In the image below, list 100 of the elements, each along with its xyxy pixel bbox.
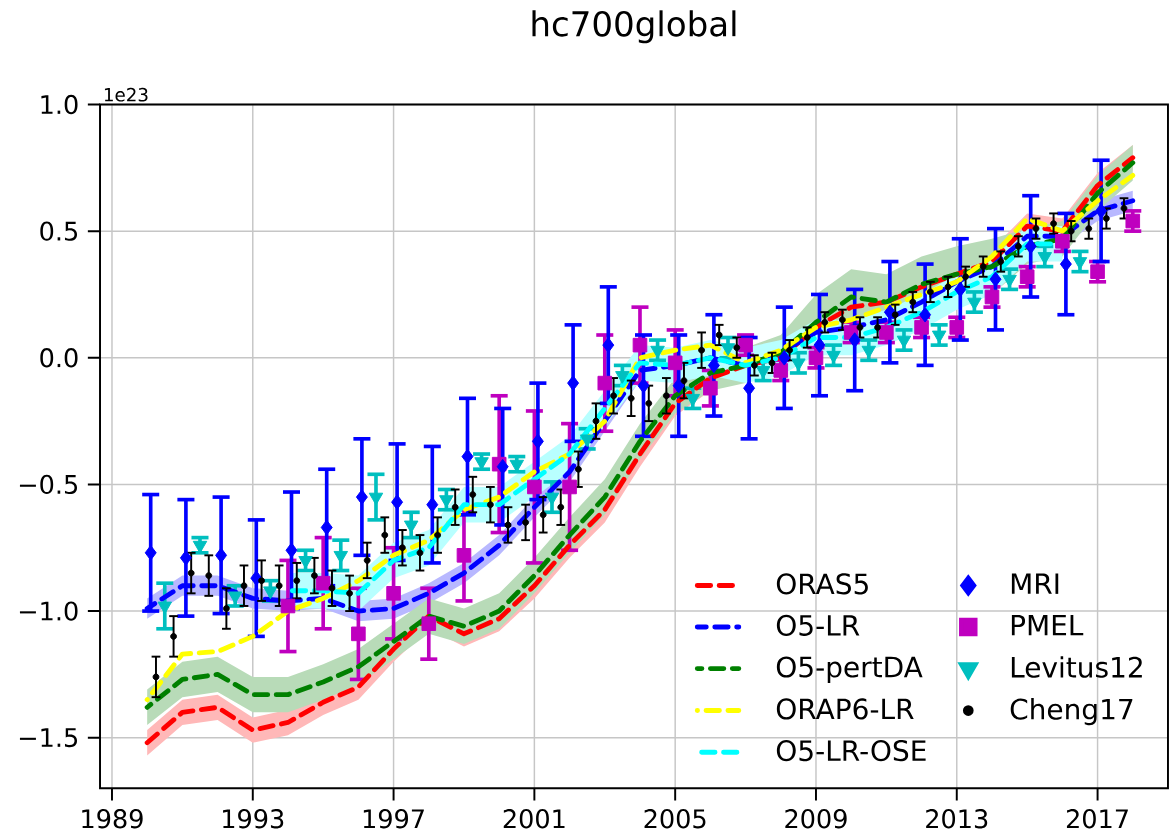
point bbox=[768, 359, 776, 367]
point bbox=[170, 632, 177, 640]
point bbox=[856, 323, 864, 331]
point bbox=[848, 332, 861, 348]
point bbox=[715, 331, 723, 339]
point bbox=[416, 549, 424, 557]
legend-label: Cheng17 bbox=[1010, 697, 1133, 726]
point bbox=[280, 598, 296, 614]
y-tick-label: −1.0 bbox=[19, 601, 78, 621]
point bbox=[346, 589, 353, 597]
point bbox=[997, 258, 1005, 265]
point bbox=[808, 350, 824, 365]
point bbox=[320, 519, 333, 536]
point bbox=[557, 503, 565, 511]
point bbox=[627, 394, 635, 402]
point bbox=[944, 283, 952, 291]
point bbox=[421, 616, 437, 631]
point bbox=[179, 549, 192, 566]
point bbox=[1019, 269, 1035, 284]
point bbox=[610, 392, 617, 400]
point bbox=[310, 572, 318, 579]
point bbox=[672, 377, 685, 394]
point bbox=[984, 289, 1000, 305]
point bbox=[368, 492, 384, 506]
point bbox=[602, 337, 615, 353]
point bbox=[1032, 225, 1040, 232]
point bbox=[667, 355, 683, 371]
point bbox=[874, 323, 881, 331]
point bbox=[451, 503, 459, 511]
point bbox=[1067, 227, 1075, 235]
point bbox=[386, 585, 401, 601]
point bbox=[813, 337, 826, 353]
point bbox=[333, 550, 349, 564]
point bbox=[1014, 242, 1022, 250]
point bbox=[914, 319, 929, 335]
point bbox=[1059, 256, 1072, 272]
text: 1e23 bbox=[104, 87, 148, 102]
x-tick-label: 2009 bbox=[785, 808, 847, 829]
x-tick-label: 2013 bbox=[926, 808, 988, 829]
point bbox=[258, 577, 265, 584]
point bbox=[205, 572, 213, 579]
point bbox=[522, 518, 529, 526]
point bbox=[989, 271, 1002, 287]
legend-label: Levitus12 bbox=[1011, 656, 1142, 678]
x-tick-label: 2017 bbox=[1066, 808, 1128, 829]
legend-label: O5-LR bbox=[776, 614, 860, 636]
y-tick-label: 0.0 bbox=[40, 348, 78, 368]
point bbox=[1102, 214, 1110, 222]
point bbox=[539, 511, 547, 519]
point bbox=[434, 531, 441, 539]
x-tick-label: 1993 bbox=[223, 808, 284, 829]
point bbox=[315, 575, 331, 591]
point bbox=[285, 542, 298, 558]
point bbox=[381, 531, 389, 539]
point bbox=[351, 626, 366, 642]
point bbox=[743, 380, 756, 396]
y-tick-label: 0.5 bbox=[40, 221, 77, 241]
y-tick-label: 1.0 bbox=[41, 94, 78, 115]
point bbox=[391, 494, 404, 510]
legend-label: MRI bbox=[1011, 573, 1059, 594]
point bbox=[926, 288, 934, 296]
point bbox=[703, 380, 718, 396]
legend-label: O5-pertDA bbox=[776, 656, 923, 683]
point bbox=[1125, 213, 1141, 229]
point bbox=[398, 544, 406, 552]
point bbox=[919, 306, 932, 323]
y-tick-label: −1.5 bbox=[19, 728, 78, 748]
point bbox=[474, 457, 489, 470]
point bbox=[544, 492, 560, 506]
point bbox=[355, 489, 368, 505]
point bbox=[496, 458, 509, 475]
legend-label: ORAP6-LR bbox=[776, 698, 914, 720]
y-tick-label: −0.5 bbox=[19, 474, 78, 494]
point bbox=[707, 357, 720, 374]
legend-label: O5-LR-OSE bbox=[776, 739, 926, 762]
point bbox=[1085, 225, 1093, 232]
point bbox=[803, 333, 811, 341]
point bbox=[293, 577, 301, 584]
x-tick-label: 2005 bbox=[644, 808, 706, 829]
point bbox=[597, 375, 613, 391]
point bbox=[1024, 238, 1037, 255]
point bbox=[240, 582, 248, 590]
point bbox=[1090, 264, 1105, 279]
point bbox=[645, 399, 653, 407]
point bbox=[363, 556, 371, 564]
point bbox=[786, 346, 793, 354]
point bbox=[954, 281, 967, 298]
point bbox=[527, 479, 542, 495]
point bbox=[838, 316, 846, 324]
point bbox=[275, 582, 283, 590]
x-tick-label: 2001 bbox=[503, 808, 565, 829]
legend-label: PMEL bbox=[1011, 614, 1084, 636]
x-tick-label: 1997 bbox=[363, 808, 424, 829]
point bbox=[1050, 220, 1057, 227]
legend-label: ORAS5 bbox=[776, 573, 868, 595]
point bbox=[456, 547, 472, 563]
point bbox=[574, 465, 582, 473]
point bbox=[592, 417, 600, 425]
point bbox=[733, 344, 741, 351]
point bbox=[504, 521, 512, 529]
